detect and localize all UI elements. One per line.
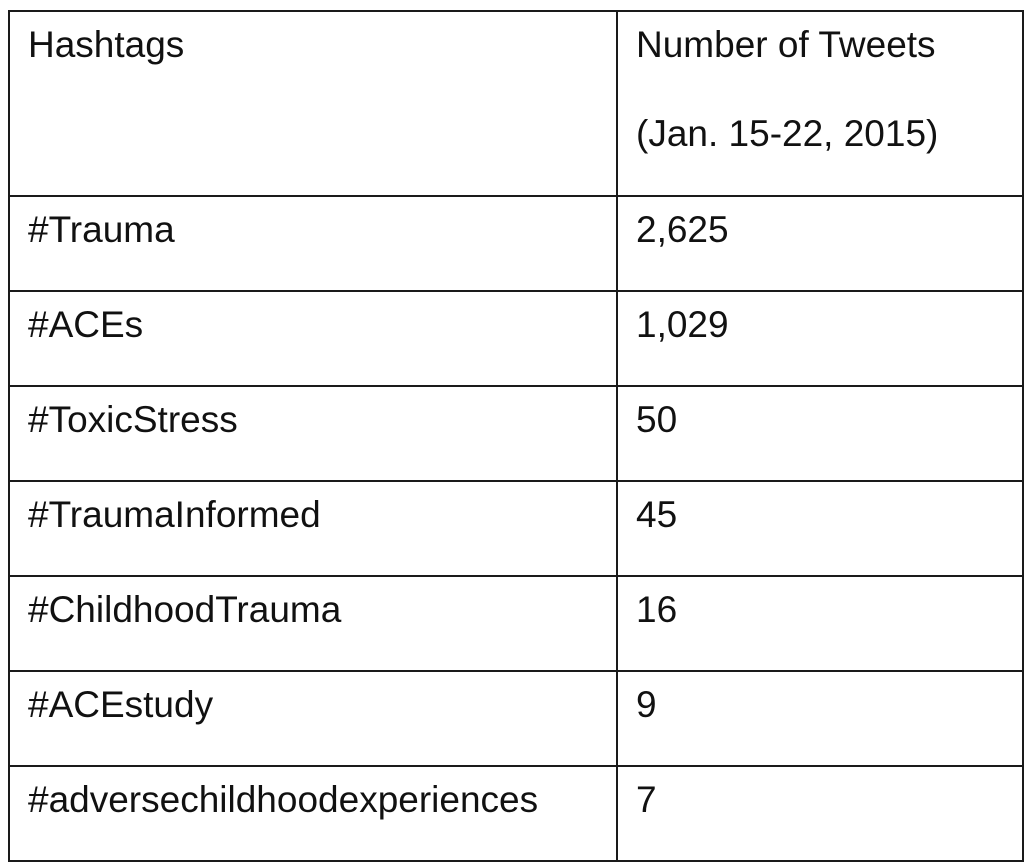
header-hashtags: Hashtags — [8, 10, 618, 197]
hashtag-cell: #ChildhoodTrauma — [8, 575, 618, 672]
table-header-row: Hashtags Number of Tweets (Jan. 15-22, 2… — [8, 10, 1024, 197]
hashtag-cell: #ACEstudy — [8, 670, 618, 767]
header-number-of-tweets: Number of Tweets (Jan. 15-22, 2015) — [616, 10, 1024, 197]
hashtag-cell: #adversechildhoodexperiences — [8, 765, 618, 862]
tweet-count-cell: 1,029 — [616, 290, 1024, 387]
table-row: #ACEs 1,029 — [8, 290, 1024, 387]
tweet-count-cell: 50 — [616, 385, 1024, 482]
table-row: #ToxicStress 50 — [8, 385, 1024, 482]
table-row: #adversechildhoodexperiences 7 — [8, 765, 1024, 862]
hashtag-cell: #Trauma — [8, 195, 618, 292]
table-row: #ACEstudy 9 — [8, 670, 1024, 767]
table-row: #ChildhoodTrauma 16 — [8, 575, 1024, 672]
hashtag-table: Hashtags Number of Tweets (Jan. 15-22, 2… — [8, 10, 1024, 862]
hashtag-cell: #ToxicStress — [8, 385, 618, 482]
table-row: #Trauma 2,625 — [8, 195, 1024, 292]
tweet-count-cell: 9 — [616, 670, 1024, 767]
hashtag-cell: #TraumaInformed — [8, 480, 618, 577]
tweet-count-cell: 45 — [616, 480, 1024, 577]
tweet-count-cell: 7 — [616, 765, 1024, 862]
tweet-count-cell: 2,625 — [616, 195, 1024, 292]
table-row: #TraumaInformed 45 — [8, 480, 1024, 577]
hashtag-cell: #ACEs — [8, 290, 618, 387]
header-date-range: (Jan. 15-22, 2015) — [636, 113, 939, 154]
tweet-count-cell: 16 — [616, 575, 1024, 672]
header-number-of-tweets-label: Number of Tweets — [636, 24, 936, 65]
